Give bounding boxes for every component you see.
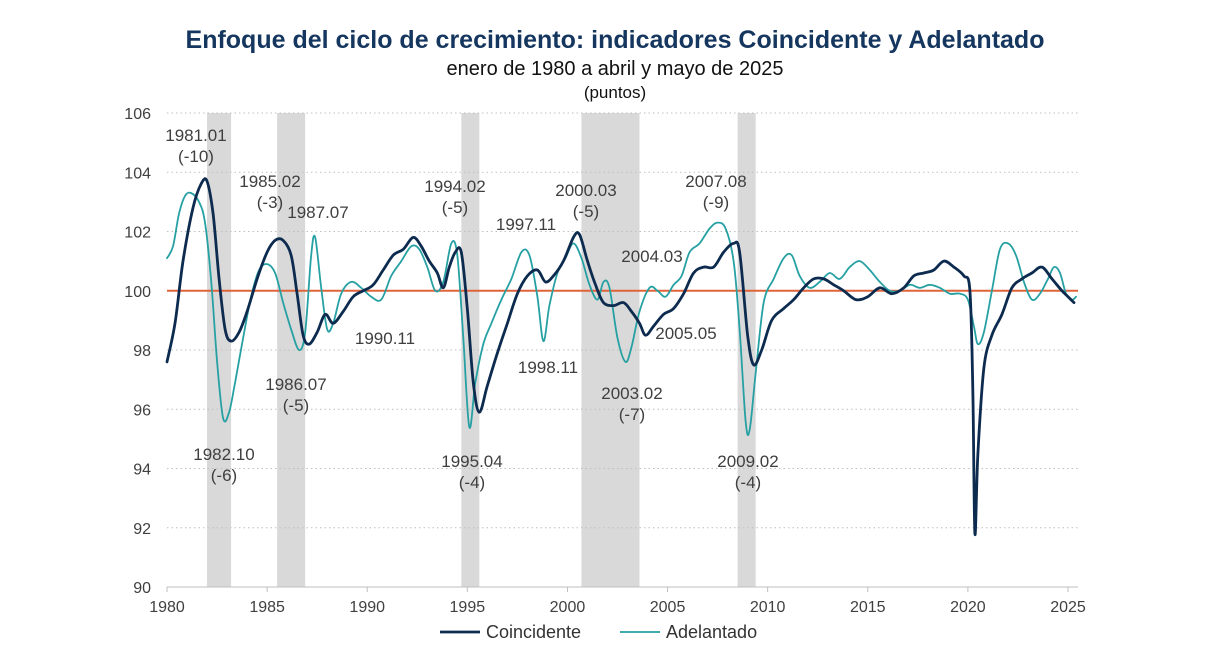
- annotation-5-line-2: (-5): [283, 396, 309, 415]
- x-tick-label-2010: 2010: [750, 599, 786, 616]
- annotation-2-line-2: (-6): [211, 466, 237, 485]
- annotation-1-line-1: 1981.01: [165, 126, 226, 145]
- annotation-11-line-1: 2000.03: [555, 181, 616, 200]
- annotation-10-line-1: 1998.11: [518, 358, 578, 377]
- recession-band-1: [207, 113, 232, 587]
- annotation-4-line-1: 1987.07: [287, 203, 348, 222]
- recession-band-5: [737, 113, 756, 587]
- y-tick-label-96: 96: [133, 402, 151, 419]
- annotation-3-line-1: 1985.02: [239, 172, 300, 191]
- annotation-15-line-2: (-9): [703, 193, 729, 212]
- x-tick-label-2025: 2025: [1050, 599, 1086, 616]
- annotation-3-line-2: (-3): [257, 193, 283, 212]
- legend-label-adelantado: Adelantado: [666, 622, 757, 642]
- annotation-14-line-1: 2003.02: [601, 384, 662, 403]
- legend: Coincidente Adelantado: [440, 622, 757, 642]
- y-tick-label-92: 92: [133, 521, 151, 538]
- annotation-12-line-1: 2004.03: [621, 247, 682, 266]
- x-tick-label-1980: 1980: [149, 599, 185, 616]
- annotation-14-line-2: (-7): [619, 405, 645, 424]
- legend-label-coincidente: Coincidente: [486, 622, 581, 642]
- annotation-7-line-2: (-5): [442, 198, 468, 217]
- annotation-8-line-2: (-4): [459, 473, 485, 492]
- x-tick-label-1995: 1995: [450, 599, 486, 616]
- annotation-16-line-1: 2009.02: [717, 452, 778, 471]
- y-tick-label-106: 106: [124, 106, 151, 123]
- x-tick-label-2015: 2015: [850, 599, 886, 616]
- y-tick-label-104: 104: [124, 165, 151, 182]
- series-line-adelantado: [166, 191, 1077, 436]
- y-tick-label-94: 94: [133, 462, 151, 479]
- y-axis-ticks: 90 92 94 96 98 100 102 104 106: [124, 106, 151, 597]
- annotation-6-line-1: 1990.11: [355, 329, 415, 348]
- y-tick-label-102: 102: [124, 225, 151, 242]
- annotation-2-line-1: 1982.10: [193, 445, 254, 464]
- annotation-5-line-1: 1986.07: [265, 375, 326, 394]
- y-tick-label-98: 98: [133, 343, 151, 360]
- y-tick-label-100: 100: [124, 284, 151, 301]
- x-tick-label-2005: 2005: [650, 599, 686, 616]
- chart-units: (puntos): [584, 83, 646, 102]
- annotation-11-line-2: (-5): [573, 202, 599, 221]
- annotation-1-line-2: (-10): [178, 147, 214, 166]
- annotation-16-line-2: (-4): [735, 473, 761, 492]
- annotations: 1981.01 (-10) 1982.10 (-6) 1985.02 (-3)1987.0…: [165, 126, 778, 492]
- chart-subtitle: enero de 1980 a abril y mayo de 2025: [447, 58, 784, 80]
- series-line-coincidente: [165, 177, 1076, 537]
- x-axis-ticks: 1980 1985 1990 1995 2000 2005 2010 2015 2020 2025: [149, 587, 1086, 616]
- y-tick-label-90: 90: [133, 580, 151, 597]
- x-tick-label-2020: 2020: [950, 599, 986, 616]
- annotation-8-line-1: 1995.04: [441, 452, 502, 471]
- annotation-9-line-1: 1997.11: [496, 215, 556, 234]
- annotation-7-line-1: 1994.02: [424, 177, 485, 196]
- annotation-15-line-1: 2007.08: [685, 172, 746, 191]
- annotation-13-line-1: 2005.05: [655, 324, 716, 343]
- x-tick-label-1985: 1985: [249, 599, 285, 616]
- x-tick-label-1990: 1990: [349, 599, 385, 616]
- chart-title: Enfoque del ciclo de crecimiento: indica…: [186, 26, 1045, 54]
- series-lines: [165, 177, 1077, 537]
- x-tick-label-2000: 2000: [550, 599, 586, 616]
